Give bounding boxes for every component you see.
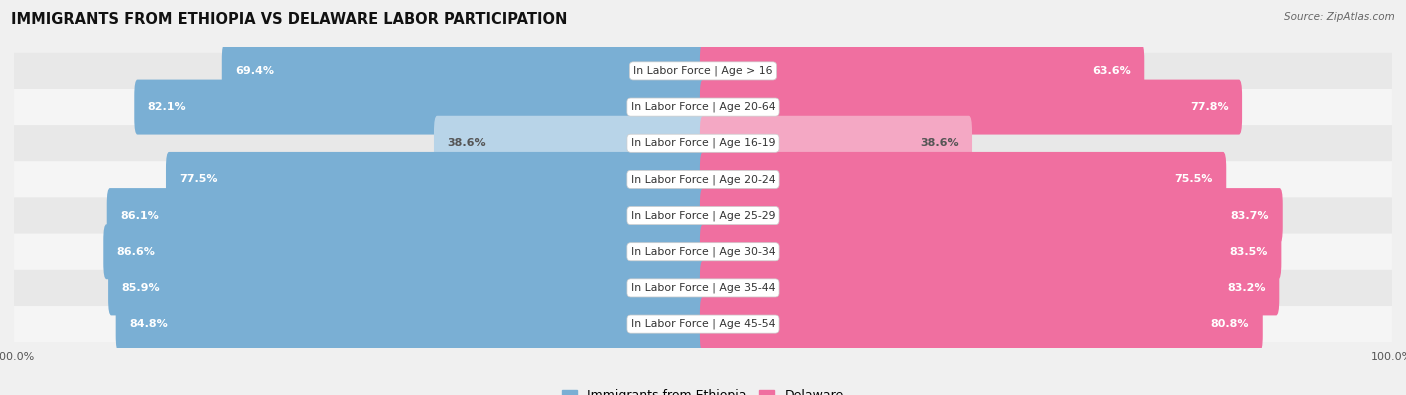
FancyBboxPatch shape xyxy=(14,125,1392,161)
Text: 80.8%: 80.8% xyxy=(1211,319,1250,329)
Text: 85.9%: 85.9% xyxy=(121,283,160,293)
Text: 83.7%: 83.7% xyxy=(1230,211,1270,220)
FancyBboxPatch shape xyxy=(700,116,972,171)
FancyBboxPatch shape xyxy=(434,116,706,171)
Text: In Labor Force | Age 20-64: In Labor Force | Age 20-64 xyxy=(631,102,775,112)
FancyBboxPatch shape xyxy=(14,306,1392,342)
FancyBboxPatch shape xyxy=(700,152,1226,207)
FancyBboxPatch shape xyxy=(700,43,1144,98)
FancyBboxPatch shape xyxy=(14,53,1392,89)
Text: In Labor Force | Age > 16: In Labor Force | Age > 16 xyxy=(633,66,773,76)
Text: 83.2%: 83.2% xyxy=(1227,283,1265,293)
Text: 83.5%: 83.5% xyxy=(1230,247,1268,257)
Text: In Labor Force | Age 20-24: In Labor Force | Age 20-24 xyxy=(631,174,775,185)
Legend: Immigrants from Ethiopia, Delaware: Immigrants from Ethiopia, Delaware xyxy=(557,384,849,395)
FancyBboxPatch shape xyxy=(166,152,706,207)
FancyBboxPatch shape xyxy=(700,297,1263,352)
FancyBboxPatch shape xyxy=(700,79,1241,135)
Text: 82.1%: 82.1% xyxy=(148,102,187,112)
Text: 86.6%: 86.6% xyxy=(117,247,156,257)
Text: 63.6%: 63.6% xyxy=(1092,66,1130,76)
Text: In Labor Force | Age 30-34: In Labor Force | Age 30-34 xyxy=(631,246,775,257)
FancyBboxPatch shape xyxy=(222,43,706,98)
FancyBboxPatch shape xyxy=(14,234,1392,270)
Text: Source: ZipAtlas.com: Source: ZipAtlas.com xyxy=(1284,12,1395,22)
FancyBboxPatch shape xyxy=(115,297,706,352)
Text: 75.5%: 75.5% xyxy=(1174,175,1213,184)
FancyBboxPatch shape xyxy=(700,188,1282,243)
FancyBboxPatch shape xyxy=(14,198,1392,234)
FancyBboxPatch shape xyxy=(700,260,1279,316)
Text: IMMIGRANTS FROM ETHIOPIA VS DELAWARE LABOR PARTICIPATION: IMMIGRANTS FROM ETHIOPIA VS DELAWARE LAB… xyxy=(11,12,568,27)
Text: In Labor Force | Age 25-29: In Labor Force | Age 25-29 xyxy=(631,210,775,221)
FancyBboxPatch shape xyxy=(14,161,1392,198)
FancyBboxPatch shape xyxy=(108,260,706,316)
FancyBboxPatch shape xyxy=(135,79,706,135)
Text: 38.6%: 38.6% xyxy=(447,138,486,148)
Text: 86.1%: 86.1% xyxy=(120,211,159,220)
Text: 38.6%: 38.6% xyxy=(920,138,959,148)
FancyBboxPatch shape xyxy=(700,224,1281,279)
Text: 77.8%: 77.8% xyxy=(1189,102,1229,112)
Text: 69.4%: 69.4% xyxy=(235,66,274,76)
Text: In Labor Force | Age 16-19: In Labor Force | Age 16-19 xyxy=(631,138,775,149)
Text: In Labor Force | Age 45-54: In Labor Force | Age 45-54 xyxy=(631,319,775,329)
Text: In Labor Force | Age 35-44: In Labor Force | Age 35-44 xyxy=(631,283,775,293)
FancyBboxPatch shape xyxy=(14,270,1392,306)
FancyBboxPatch shape xyxy=(107,188,706,243)
FancyBboxPatch shape xyxy=(103,224,706,279)
Text: 77.5%: 77.5% xyxy=(180,175,218,184)
Text: 84.8%: 84.8% xyxy=(129,319,167,329)
FancyBboxPatch shape xyxy=(14,89,1392,125)
